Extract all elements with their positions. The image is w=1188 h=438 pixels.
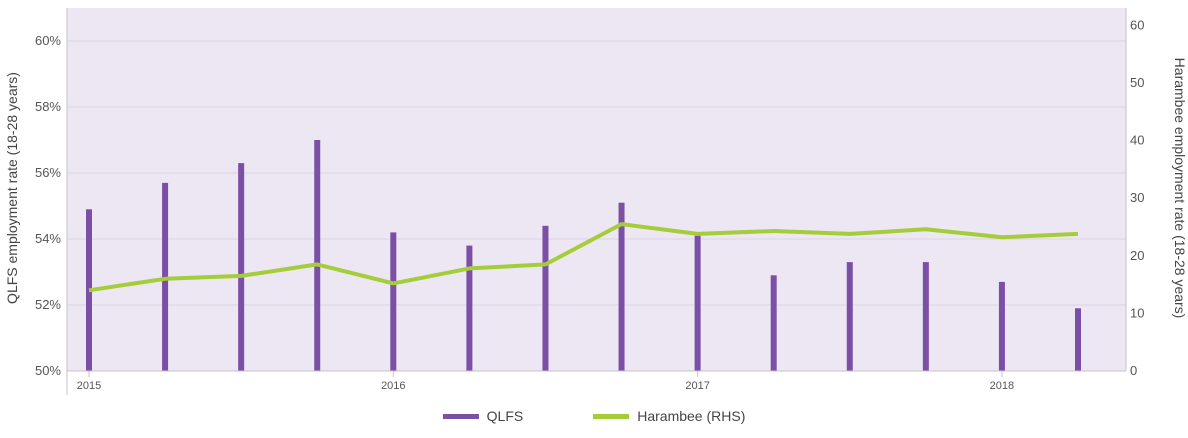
qlfs-bar [694,235,701,371]
qlfs-bar [542,225,549,371]
qlfs-bar [922,262,929,371]
right-tick-label: 10 [1130,305,1144,320]
axes [66,8,1127,395]
qlfs-bar [390,232,397,371]
qlfs-bar [238,163,245,371]
x-tick-label: 2018 [990,380,1014,392]
left-tick-label: 60% [35,33,61,48]
left-axis-title: QLFS employment rate (18-28 years) [4,72,20,304]
left-tick-label: 54% [35,231,61,246]
left-tick-label: 50% [35,363,61,378]
right-tick-label: 60 [1130,17,1144,32]
right-axis-ticks: 0 10 20 30 40 50 60 [1130,17,1144,378]
left-tick-label: 58% [35,99,61,114]
plot-background [67,8,1126,371]
qlfs-bar [998,281,1005,371]
legend-swatch-qlfs [442,413,479,419]
left-axis-ticks: 50% 52% 54% 56% 58% 60% [35,33,61,378]
right-tick-label: 20 [1130,248,1144,263]
right-tick-label: 40 [1130,133,1144,148]
left-tick-label: 56% [35,165,61,180]
right-tick-label: 0 [1130,363,1137,378]
qlfs-bar [618,202,625,371]
qlfs-bar [770,275,777,371]
qlfs-bar [314,140,321,371]
right-tick-label: 30 [1130,190,1144,205]
legend-swatch-harambee [593,413,630,419]
qlfs-bar [466,245,473,371]
legend-item-qlfs[interactable]: QLFS [442,408,524,424]
legend-label-qlfs: QLFS [486,408,524,424]
left-tick-label: 52% [35,297,61,312]
harambee-line [88,222,1079,293]
qlfs-bar [1075,308,1081,371]
right-tick-label: 50 [1130,75,1144,90]
legend-label-harambee: Harambee (RHS) [637,408,746,424]
legend-item-harambee[interactable]: Harambee (RHS) [593,408,745,424]
right-axis-title: Harambee employment rate (18-28 years) [1172,58,1188,319]
x-tick-label: 2016 [381,380,405,392]
x-axis-ticks: 2015 2016 2017 2018 [77,371,1014,392]
qlfs-bar [846,262,853,371]
legend: QLFS Harambee (RHS) [0,408,1188,424]
x-tick-label: 2015 [77,380,101,392]
x-tick-label: 2017 [685,380,709,392]
